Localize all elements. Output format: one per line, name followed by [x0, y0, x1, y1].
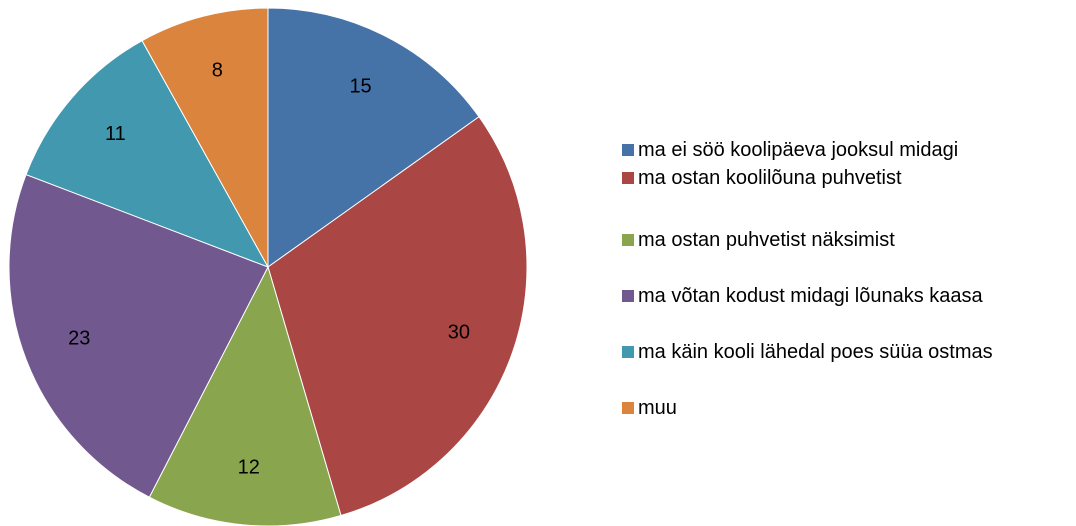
data-label: 8 — [212, 60, 223, 82]
pie-slice — [25, 39, 270, 268]
legend-item: ma ostan puhvetist näksimist — [622, 228, 1068, 252]
legend-item: muu — [622, 396, 1068, 420]
pie-slice — [148, 265, 342, 526]
data-label: 12 — [238, 456, 260, 478]
legend-item: ma võtan kodust midagi lõunaks kaasa — [622, 284, 1068, 308]
data-label: 11 — [105, 123, 126, 145]
legend-label: ma ei söö koolipäeva jooksul midagi — [638, 139, 959, 161]
legend-swatch — [622, 172, 634, 184]
legend-label: ma ostan koolilõuna puhvetist — [638, 167, 902, 189]
legend-label: ma ostan puhvetist näksimist — [638, 229, 895, 251]
legend-label: muu — [638, 397, 677, 419]
legend-swatch — [622, 290, 634, 302]
legend-swatch — [622, 234, 634, 246]
pie-slice — [267, 7, 480, 268]
legend-item: ma käin kooli lähedal poes süüa ostmas — [622, 340, 1068, 364]
legend-swatch — [622, 346, 634, 358]
legend-item: ma ostan koolilõuna puhvetist — [622, 166, 1068, 190]
legend-label: ma võtan kodust midagi lõunaks kaasa — [638, 285, 983, 307]
data-label: 23 — [68, 327, 90, 349]
legend-item: ma ei söö koolipäeva jooksul midagi — [622, 138, 1068, 162]
data-label: 30 — [448, 321, 470, 343]
pie-slice — [141, 7, 269, 269]
legend-swatch — [622, 144, 634, 156]
legend-swatch — [622, 402, 634, 414]
pie-slice — [267, 116, 528, 517]
legend-label: ma käin kooli lähedal poes süüa ostmas — [638, 341, 993, 363]
pie-slice — [8, 173, 269, 498]
data-label: 15 — [349, 76, 371, 98]
